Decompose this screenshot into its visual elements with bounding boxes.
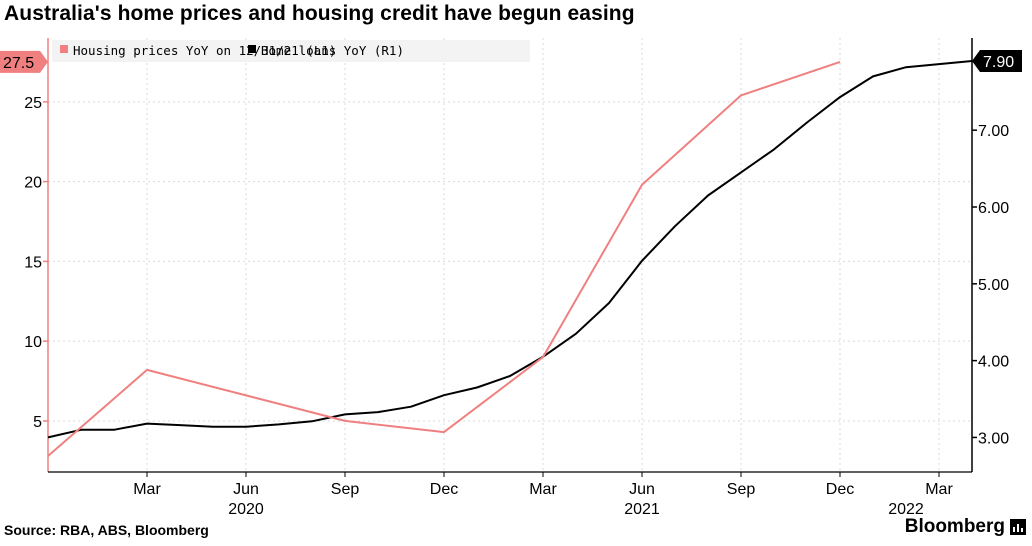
brand-logo: Bloomberg <box>905 516 1026 538</box>
series-0 <box>47 60 973 439</box>
x-axis-tick-label: Jun <box>233 481 259 498</box>
chart-title: Australia's home prices and housing cred… <box>4 2 635 25</box>
left-axis-tick-label: 15 <box>24 254 42 271</box>
last-value-label-left: 27.5 <box>3 55 34 72</box>
x-axis-tick-label: Sep <box>331 481 360 498</box>
x-axis-year-label: 2021 <box>624 501 660 518</box>
x-axis-year-label: 2020 <box>228 501 264 518</box>
x-axis-tick-label: Sep <box>727 481 756 498</box>
series-1 <box>47 60 841 457</box>
legend-label: Home loans YoY (R1) <box>261 43 404 58</box>
left-axis-tick-label: 5 <box>33 414 42 431</box>
legend-swatch <box>60 45 68 53</box>
right-axis-tick-label: 4.00 <box>978 354 1009 371</box>
right-axis-tick-label: 5.00 <box>978 277 1009 294</box>
brand-name: Bloomberg <box>904 516 1005 537</box>
source-note: Source: RBA, ABS, Bloomberg <box>4 522 209 538</box>
x-axis-tick-label: Mar <box>133 481 161 498</box>
series-line <box>47 60 841 457</box>
x-axis-tick-label: Dec <box>430 481 458 498</box>
last-value-badge-right <box>972 50 1022 73</box>
left-axis-tick-label: 25 <box>24 95 42 112</box>
x-axis-tick-label: Dec <box>826 481 854 498</box>
last-value-label-right: 7.90 <box>983 54 1014 71</box>
last-value-badge-left <box>0 50 48 73</box>
series-line <box>47 60 973 439</box>
left-axis-tick-label: 10 <box>24 334 42 351</box>
legend: Housing prices YoY on 12/31/21 (L1)Home … <box>52 40 530 62</box>
x-axis-tick-label: Mar <box>925 481 953 498</box>
legend-background <box>52 40 530 62</box>
right-axis-tick-label: 7.00 <box>978 123 1009 140</box>
legend-label: Housing prices YoY on 12/31/21 (L1) <box>73 43 336 58</box>
left-axis-tick-label: 20 <box>24 175 42 192</box>
x-axis-tick-label: Mar <box>529 481 557 498</box>
x-axis-tick-label: Jun <box>629 481 655 498</box>
x-axis-year-label: 2022 <box>888 501 924 518</box>
legend-swatch <box>248 45 256 53</box>
right-axis-tick-label: 6.00 <box>978 200 1009 217</box>
right-axis-tick-label: 3.00 <box>978 430 1009 447</box>
grid-lines <box>48 38 972 472</box>
chart-icon <box>1010 519 1026 535</box>
